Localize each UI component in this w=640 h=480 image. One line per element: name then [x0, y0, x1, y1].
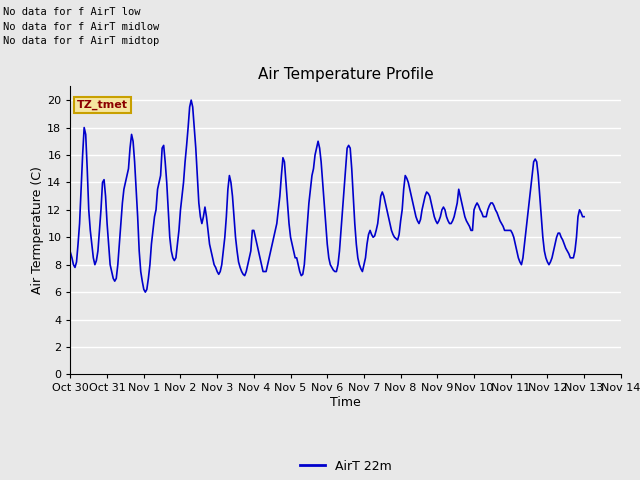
Text: No data for f AirT low: No data for f AirT low — [3, 7, 141, 17]
Title: Air Temperature Profile: Air Temperature Profile — [258, 68, 433, 83]
X-axis label: Time: Time — [330, 396, 361, 409]
Y-axis label: Air Termperature (C): Air Termperature (C) — [31, 167, 44, 294]
Text: No data for f AirT midlow: No data for f AirT midlow — [3, 22, 159, 32]
Text: No data for f AirT midtop: No data for f AirT midtop — [3, 36, 159, 46]
Legend: AirT 22m: AirT 22m — [295, 455, 396, 478]
Text: TZ_tmet: TZ_tmet — [77, 100, 128, 110]
